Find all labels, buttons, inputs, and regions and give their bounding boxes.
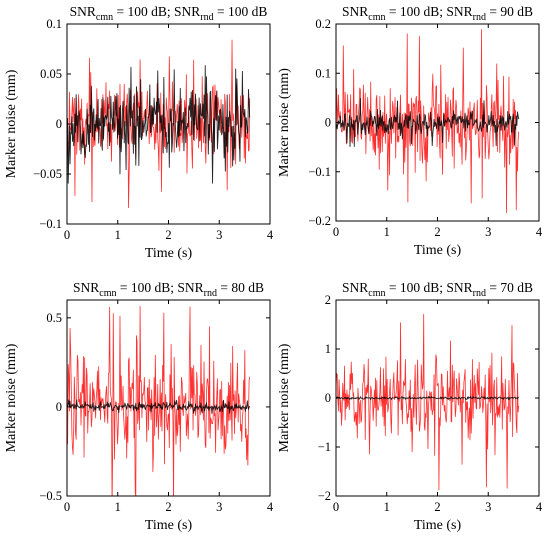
y-tick-label: 0.5 xyxy=(46,311,62,325)
chart-title: SNRcmn = 100 dB; SNRrnd = 100 dB xyxy=(70,4,268,23)
series-line-2 xyxy=(67,65,251,184)
x-tick-label: 4 xyxy=(267,500,274,514)
title-text: SNR xyxy=(73,280,99,295)
y-tick-label: −1 xyxy=(318,440,331,454)
title-text: SNR xyxy=(342,280,368,295)
title-text: = 80 dB xyxy=(217,280,264,295)
chart-title: SNRcmn = 100 dB; SNRrnd = 80 dB xyxy=(73,280,264,299)
title-subscript: rnd xyxy=(204,288,217,299)
series-line-2 xyxy=(336,97,520,148)
y-tick-label: −0.05 xyxy=(33,167,62,181)
x-tick-label: 4 xyxy=(536,225,543,239)
x-tick-label: 2 xyxy=(434,500,440,514)
chart-panel-2: 0 1 2 3 4 −0.2 −0.1 0 0.1 0.2 SNRcmn = 100 dB; SNR… xyxy=(277,4,543,258)
series-line-1 xyxy=(336,314,520,491)
title-text: = 100 dB; SNR xyxy=(386,4,473,19)
x-tick-label: 3 xyxy=(485,500,491,514)
series-group xyxy=(67,39,251,209)
x-tick-label: 4 xyxy=(267,228,274,242)
x-tick-label: 2 xyxy=(165,228,171,242)
chart-panel-1: 0 1 2 3 4 −0.1 −0.05 0 0.05 0.1 SNRcmn = 100 dB; S… xyxy=(4,4,274,261)
series-line-2 xyxy=(67,399,251,414)
y-tick-label: −0.2 xyxy=(308,214,331,228)
chart-title: SNRcmn = 100 dB; SNRrnd = 70 dB xyxy=(342,280,533,299)
title-subscript: rnd xyxy=(473,288,486,299)
series-line-1 xyxy=(67,305,251,496)
x-tick-label: 4 xyxy=(536,500,543,514)
x-tick-label: 1 xyxy=(115,228,121,242)
x-axis-label: Time (s) xyxy=(414,243,462,258)
x-tick-label: 3 xyxy=(216,228,222,242)
title-text: = 70 dB xyxy=(486,280,533,295)
title-text: SNR xyxy=(70,4,96,19)
y-axis-label: Marker noise (mm) xyxy=(4,343,19,452)
x-tick-label: 0 xyxy=(64,228,70,242)
x-tick-label: 0 xyxy=(333,225,339,239)
y-tick-label: 0.1 xyxy=(46,17,62,31)
chart-panel-4: 0 1 2 3 4 −2 −1 0 1 2 SNRcmn = 100 dB; SNRrnd = 70… xyxy=(277,280,543,533)
x-axis-label: Time (s) xyxy=(145,246,193,261)
y-tick-label: 0 xyxy=(325,391,331,405)
y-tick-label: 0.2 xyxy=(315,17,331,31)
title-text: = 100 dB; SNR xyxy=(386,280,473,295)
x-axis-label: Time (s) xyxy=(145,518,193,533)
title-text: = 90 dB xyxy=(486,4,533,19)
title-subscript: rnd xyxy=(200,12,213,23)
y-tick-label: 0.05 xyxy=(40,67,62,81)
plot-area xyxy=(67,300,270,496)
x-tick-label: 1 xyxy=(384,225,390,239)
title-subscript: cmn xyxy=(368,288,385,299)
x-tick-label: 1 xyxy=(115,500,121,514)
y-tick-label: 0 xyxy=(325,116,331,130)
title-text: SNR xyxy=(342,4,368,19)
chart-title: SNRcmn = 100 dB; SNRrnd = 90 dB xyxy=(342,4,533,23)
y-tick-label: 0.1 xyxy=(315,66,331,80)
series-group xyxy=(67,305,251,496)
y-tick-label: 1 xyxy=(325,342,331,356)
y-axis-label: Marker noise (mm) xyxy=(277,343,292,452)
title-subscript: cmn xyxy=(368,12,385,23)
y-tick-label: 0 xyxy=(56,117,62,131)
title-text: = 100 dB; SNR xyxy=(117,280,204,295)
y-tick-label: −0.1 xyxy=(308,165,331,179)
y-axis-label: Marker noise (mm) xyxy=(4,69,19,178)
x-tick-label: 0 xyxy=(64,500,70,514)
title-subscript: cmn xyxy=(96,12,113,23)
y-tick-label: −0.1 xyxy=(39,217,62,231)
y-tick-label: 0 xyxy=(56,400,62,414)
x-tick-label: 2 xyxy=(434,225,440,239)
y-tick-label: −2 xyxy=(318,489,331,503)
x-tick-label: 3 xyxy=(216,500,222,514)
title-subscript: cmn xyxy=(99,288,116,299)
series-line-1 xyxy=(67,39,251,209)
title-subscript: rnd xyxy=(473,12,486,23)
y-axis-label: Marker noise (mm) xyxy=(277,68,292,177)
y-tick-label: 2 xyxy=(325,293,331,307)
x-axis-label: Time (s) xyxy=(414,518,462,533)
x-tick-label: 0 xyxy=(333,500,339,514)
series-line-2 xyxy=(336,396,519,400)
y-tick-label: −0.5 xyxy=(39,489,62,503)
x-tick-label: 2 xyxy=(165,500,171,514)
x-tick-label: 1 xyxy=(384,500,390,514)
x-tick-label: 3 xyxy=(485,225,491,239)
title-text: = 100 dB; SNR xyxy=(113,4,200,19)
series-group xyxy=(336,314,520,491)
series-group xyxy=(336,29,520,213)
title-text: = 100 dB xyxy=(214,4,268,19)
